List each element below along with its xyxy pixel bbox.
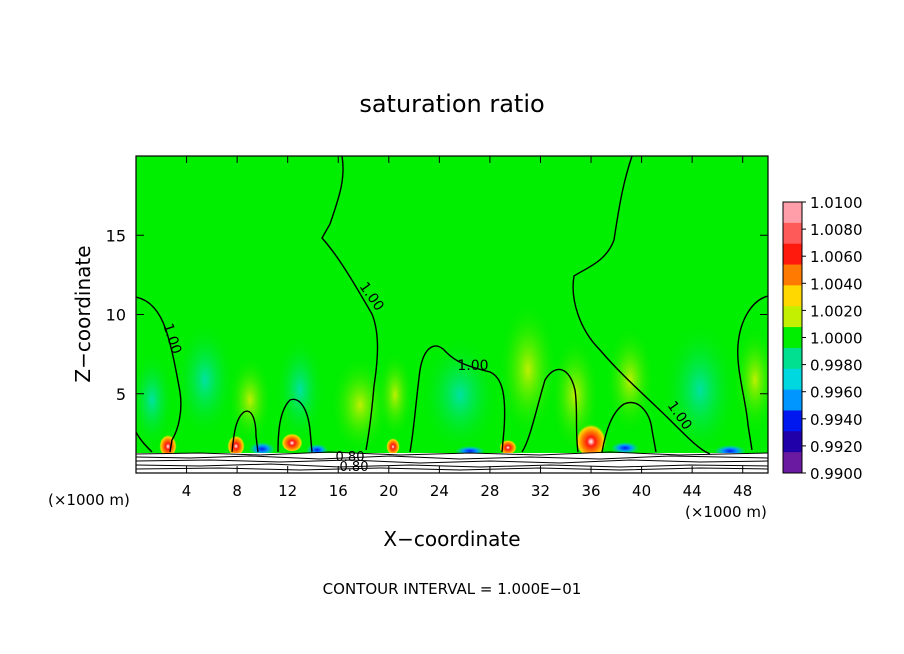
contour-label: 0.80 <box>336 450 365 465</box>
colorbar: 1.0100 1.0080 1.0060 1.0040 1.0020 1.0000 0.99… <box>782 194 863 483</box>
contour-lines <box>136 156 768 455</box>
colorbar-label: 0.9980 <box>810 357 863 375</box>
colorbar-swatch <box>783 368 802 391</box>
colorbar-label: 1.0040 <box>810 275 863 293</box>
x-tick-label: 16 <box>329 482 348 500</box>
colorbar-swatch <box>783 327 802 349</box>
contour-label: 0.80 <box>340 460 369 475</box>
colorbar-label: 1.0080 <box>810 221 863 239</box>
y-axis: 5 10 15 <box>106 226 768 404</box>
x-unit-right: (×1000 m) <box>685 503 767 521</box>
contour-interval-note: CONTOUR INTERVAL = 1.000E−01 <box>323 580 582 598</box>
colorbar-swatch <box>783 285 802 307</box>
y-axis-label: Z−coordinate <box>71 245 95 382</box>
x-tick-label: 8 <box>232 482 242 500</box>
plot-area: 1.00 1.00 1.00 1.00 0.80 0.80 <box>136 156 768 475</box>
x-axis: 4 8 12 16 20 24 28 32 36 40 44 48 <box>182 156 752 500</box>
y-tick-label: 15 <box>106 226 126 245</box>
colorbar-swatch <box>783 431 802 453</box>
x-tick-label: 12 <box>278 482 297 500</box>
x-tick-label: 48 <box>733 482 752 500</box>
colorbar-swatch <box>783 306 802 328</box>
x-tick-label: 20 <box>379 482 398 500</box>
colorbar-label: 0.9900 <box>810 465 863 483</box>
colorbar-label: 0.9920 <box>810 438 863 456</box>
x-tick-label: 36 <box>581 482 600 500</box>
colorbar-swatch <box>783 410 802 432</box>
colorbar-swatch <box>783 347 802 370</box>
colorbar-label: 1.0100 <box>810 194 863 212</box>
contour-label: 1.00 <box>457 358 488 374</box>
x-axis-label: X−coordinate <box>383 527 520 551</box>
x-tick-label: 32 <box>531 482 550 500</box>
field-shading <box>136 300 768 460</box>
chart-title: saturation ratio <box>359 90 544 118</box>
colorbar-label: 1.0000 <box>810 330 863 348</box>
x-tick-label: 44 <box>683 482 702 500</box>
x-unit-left: (×1000 m) <box>48 491 130 509</box>
x-tick-label: 28 <box>480 482 499 500</box>
colorbar-swatch <box>783 264 802 286</box>
ground-contours <box>136 451 768 471</box>
colorbar-label: 1.0060 <box>810 248 863 266</box>
colorbar-swatch <box>783 222 802 245</box>
colorbar-swatch <box>783 452 802 474</box>
colorbar-label: 0.9940 <box>810 411 863 429</box>
x-tick-label: 40 <box>632 482 651 500</box>
colorbar-swatch <box>783 389 802 411</box>
y-tick-label: 5 <box>116 385 126 404</box>
x-tick-label: 24 <box>430 482 449 500</box>
colorbar-swatch <box>783 202 802 224</box>
colorbar-swatch <box>783 243 802 266</box>
x-tick-label: 4 <box>182 482 192 500</box>
y-tick-label: 10 <box>106 306 126 325</box>
colorbar-label: 0.9960 <box>810 384 863 402</box>
colorbar-label: 1.0020 <box>810 302 863 320</box>
